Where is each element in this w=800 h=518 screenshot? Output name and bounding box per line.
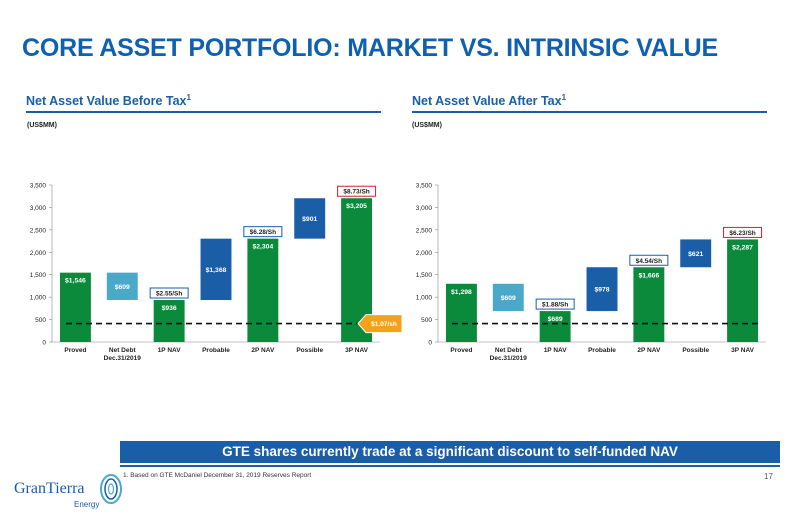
right-y-tick-label: 0 [428, 340, 432, 347]
left-per-share-label: $6.28/Sh [250, 229, 276, 236]
right-chart-title-text: Net Asset Value After Tax [412, 94, 562, 109]
right-bar-value-label: $621 [688, 251, 703, 258]
left-bar-value-label: $1,546 [65, 278, 86, 285]
footnote: 1. Based on GTE McDaniel December 31, 20… [123, 472, 312, 479]
right-bar-value-label: $1,298 [451, 289, 472, 296]
nav-after-tax-chart: 0 500 1,000 1,500 2,000 2,500 3,000 3,500 $1,298… [416, 183, 766, 362]
right-y-tick-label: 1,500 [416, 272, 433, 279]
left-bar-value-label: $1,368 [206, 267, 227, 274]
right-bar-value-label: $609 [501, 295, 516, 302]
left-per-share-box [337, 185, 377, 197]
left-category-label: 1P NAV [158, 347, 182, 354]
right-category-label: Possible [682, 347, 709, 354]
right-bar [539, 311, 571, 342]
left-y-tick-label: 3,500 [30, 183, 47, 190]
left-bar [294, 198, 326, 239]
right-y-tick-label: 3,000 [416, 205, 433, 212]
logo-subtext: Energy [74, 500, 100, 509]
left-category-label: Net Debt [109, 347, 137, 354]
right-per-share-label: $6.23/Sh [729, 230, 755, 237]
right-bar [680, 239, 712, 268]
logo-wordmark: GranTierra [14, 480, 85, 497]
right-per-share-label: $4.54/Sh [636, 258, 662, 265]
left-category-label: Possible [296, 347, 323, 354]
left-bar-value-label: $936 [162, 305, 177, 312]
right-category-label: Dec.31/2019 [490, 355, 528, 362]
right-chart-unit-label: (US$MM) [412, 122, 442, 129]
right-category-label: Probable [588, 347, 616, 354]
right-bar [445, 283, 477, 342]
left-market-price-callout [357, 314, 403, 334]
left-per-share-box [243, 226, 283, 238]
left-bar [153, 300, 185, 342]
left-category-label: Dec.31/2019 [104, 355, 142, 362]
right-chart-title-footnote-ref: 1 [561, 93, 567, 102]
left-bar [247, 238, 279, 342]
left-category-label: Probable [202, 347, 230, 354]
page-title: CORE ASSET PORTFOLIO: MARKET VS. INTRINS… [22, 34, 718, 62]
left-bar [106, 272, 138, 300]
left-bar-value-label: $2,304 [252, 244, 273, 251]
right-bar-value-label: $1,666 [638, 272, 659, 279]
left-bar [200, 238, 232, 301]
left-bar [59, 272, 91, 342]
right-chart-title: Net Asset Value After Tax1 [412, 93, 767, 114]
right-per-share-label: $1.88/Sh [542, 302, 568, 309]
right-bar-value-label: $689 [548, 316, 563, 323]
page-number: 17 [764, 472, 773, 481]
left-bar-value-label: $3,205 [346, 203, 367, 210]
left-per-share-box [149, 287, 189, 299]
left-chart-title-footnote-ref: 1 [186, 93, 191, 102]
right-category-label: Proved [450, 347, 472, 354]
right-y-tick-label: 3,500 [416, 183, 433, 190]
right-per-share-box [723, 226, 763, 238]
right-bar [727, 239, 759, 342]
right-bar-value-label: $2,287 [732, 244, 753, 251]
left-y-tick-label: 2,500 [30, 227, 47, 234]
right-bar [633, 267, 665, 342]
left-per-share-label: $2.55/Sh [156, 291, 182, 298]
left-y-tick-label: 0 [42, 340, 46, 347]
left-y-tick-label: 1,500 [30, 272, 47, 279]
right-per-share-box [535, 298, 575, 310]
left-chart-title: Net Asset Value Before Tax1 [26, 93, 381, 114]
left-y-tick-label: 1,000 [30, 295, 47, 302]
left-y-tick-label: 2,000 [30, 250, 47, 257]
nav-before-tax-chart: 0 500 1,000 1,500 2,000 2,500 3,000 3,500 $1,546… [30, 183, 403, 362]
right-y-tick-label: 2,500 [416, 227, 433, 234]
left-bar-value-label: $901 [302, 216, 317, 223]
logo-swirl-icon [100, 474, 122, 504]
right-y-tick-label: 1,000 [416, 295, 433, 302]
right-category-label: 1P NAV [544, 347, 568, 354]
right-category-label: 3P NAV [731, 347, 755, 354]
left-category-label: Proved [64, 347, 86, 354]
right-category-label: 2P NAV [637, 347, 661, 354]
left-category-label: 2P NAV [251, 347, 275, 354]
left-bar-value-label: $609 [115, 284, 130, 291]
right-y-tick-label: 2,000 [416, 250, 433, 257]
left-y-tick-label: 500 [35, 317, 46, 324]
left-chart-title-text: Net Asset Value Before Tax [26, 94, 187, 109]
right-bar [586, 267, 618, 312]
right-per-share-box [629, 254, 669, 266]
grantierra-logo: GranTierra Energy [14, 470, 124, 510]
left-category-label: 3P NAV [345, 347, 369, 354]
left-market-price-label: $1.07/sh [371, 321, 397, 328]
left-chart-unit-label: (US$MM) [27, 122, 57, 129]
right-category-label: Net Debt [495, 347, 523, 354]
right-bar-value-label: $978 [594, 287, 609, 294]
right-y-tick-label: 500 [421, 317, 432, 324]
discount-banner: GTE shares currently trade at a signific… [120, 441, 780, 463]
banner-divider [120, 465, 780, 467]
right-bar [492, 283, 524, 312]
left-per-share-label: $8.73/Sh [343, 189, 369, 196]
left-y-tick-label: 3,000 [30, 205, 47, 212]
